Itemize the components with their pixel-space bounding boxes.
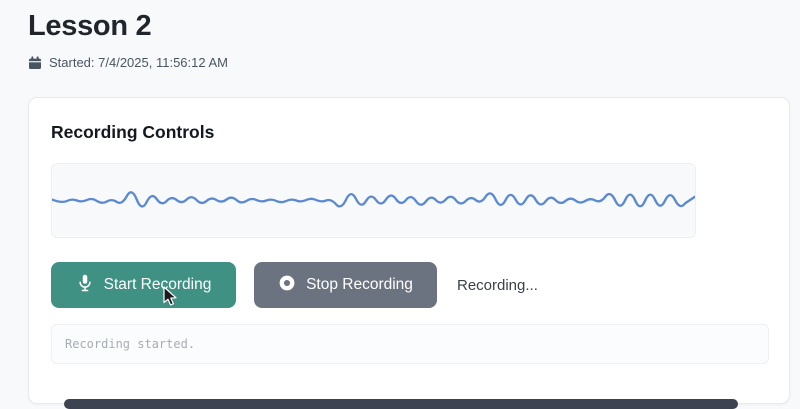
recording-card: Recording Controls Start Recording [28, 97, 790, 404]
microphone-icon [76, 273, 94, 298]
status-log-box: Recording started. [51, 324, 769, 364]
page-title: Lesson 2 [28, 10, 152, 42]
started-timestamp: Started: 7/4/2025, 11:56:12 AM [49, 55, 228, 70]
controls-row: Start Recording Stop Recording Recording… [51, 262, 538, 308]
stop-recording-label: Stop Recording [306, 276, 413, 293]
bottom-bar [64, 399, 738, 409]
recording-status-text: Recording... [457, 276, 538, 294]
status-log-message: Recording started. [65, 337, 196, 351]
start-recording-label: Start Recording [103, 276, 212, 293]
waveform-visualization [52, 191, 695, 208]
calendar-icon [28, 55, 42, 70]
card-title: Recording Controls [51, 122, 215, 142]
session-meta: Started: 7/4/2025, 11:56:12 AM [28, 55, 228, 70]
record-dot-icon [278, 274, 296, 297]
start-recording-button[interactable]: Start Recording [51, 262, 236, 308]
waveform-panel [51, 163, 696, 238]
stop-recording-button[interactable]: Stop Recording [254, 262, 437, 308]
